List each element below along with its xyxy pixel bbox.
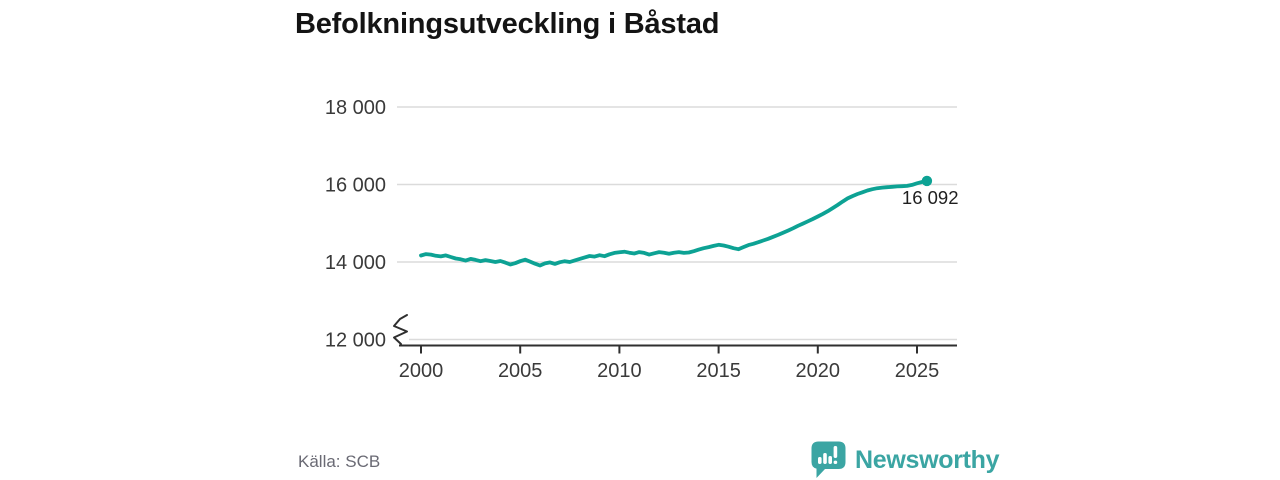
x-tick-label: 2015 [696,360,741,382]
end-point-marker [921,175,933,187]
axis-break-icon [393,314,408,345]
newsworthy-wordmark: Newsworthy [855,445,1000,474]
x-tick-label: 2025 [895,360,940,382]
x-tick-label: 2000 [399,360,444,382]
axis-layer: 2000 2005 2010 2015 2020 2025 [391,314,957,382]
end-value-label: 16 092 [902,187,959,208]
population-line [419,178,929,268]
y-tick-label: 12 000 [325,330,386,352]
newsworthy-logo[interactable]: Newsworthy [810,440,1000,480]
source-label: Källa: SCB [298,452,381,471]
mini-bars-icon [818,446,838,464]
x-tick-label: 2005 [498,360,543,382]
bar-chart-speech-bubble-icon [811,441,846,478]
gridlines-layer: 12 000 14 000 16 000 18 000 [325,97,957,352]
y-tick-label: 18 000 [325,97,386,119]
x-tick-label: 2010 [597,360,642,382]
x-tick-label: 2020 [796,360,841,382]
y-tick-label: 16 000 [325,175,386,197]
series-layer: 16 092 [419,175,959,268]
y-tick-label: 14 000 [325,252,386,274]
chart-title: Befolkningsutveckling i Båstad [295,8,720,40]
